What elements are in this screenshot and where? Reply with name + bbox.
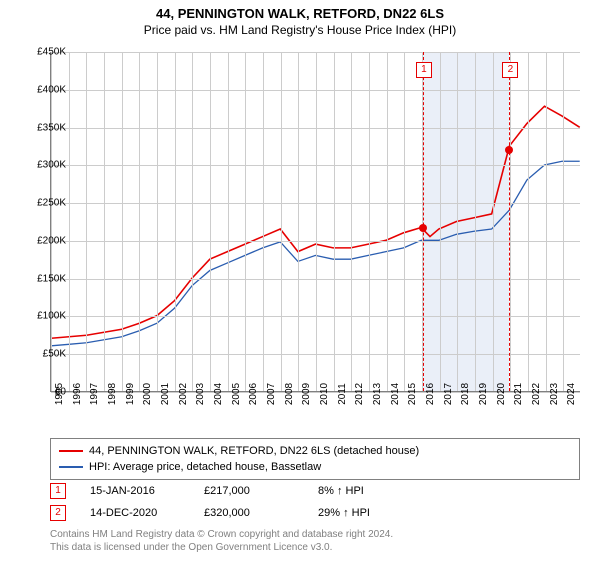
x-tick-label: 2005 <box>231 383 242 405</box>
event-price: £320,000 <box>204 507 294 519</box>
gridline-v <box>139 52 140 391</box>
y-tick-label: £150K <box>20 273 66 284</box>
gridline-v <box>245 52 246 391</box>
gridline-v <box>122 52 123 391</box>
x-tick-label: 2019 <box>478 383 489 405</box>
chart-subtitle: Price paid vs. HM Land Registry's House … <box>0 23 600 37</box>
gridline-v <box>263 52 264 391</box>
event-delta: 29% ↑ HPI <box>318 507 408 519</box>
event-dot <box>419 224 427 232</box>
marker-dash <box>509 52 510 391</box>
footer-line2: This data is licensed under the Open Gov… <box>50 541 580 554</box>
legend-label: 44, PENNINGTON WALK, RETFORD, DN22 6LS (… <box>89 445 419 457</box>
gridline-v <box>51 52 52 391</box>
event-row: 1 15-JAN-2016 £217,000 8% ↑ HPI <box>50 480 580 502</box>
gridline-v <box>228 52 229 391</box>
x-tick-label: 2014 <box>390 383 401 405</box>
x-tick-label: 2022 <box>531 383 542 405</box>
x-tick-label: 2021 <box>513 383 524 405</box>
gridline-v <box>104 52 105 391</box>
gridline-v <box>351 52 352 391</box>
y-tick-label: £450K <box>20 47 66 58</box>
y-tick-label: £200K <box>20 235 66 246</box>
footer: Contains HM Land Registry data © Crown c… <box>50 528 580 554</box>
legend-label: HPI: Average price, detached house, Bass… <box>89 461 321 473</box>
events-table: 1 15-JAN-2016 £217,000 8% ↑ HPI 2 14-DEC-2020… <box>50 480 580 524</box>
gridline-v <box>528 52 529 391</box>
chart-title: 44, PENNINGTON WALK, RETFORD, DN22 6LS <box>0 6 600 21</box>
gridline-v <box>334 52 335 391</box>
y-tick-label: £300K <box>20 160 66 171</box>
x-tick-label: 2011 <box>337 383 348 405</box>
x-tick-label: 2015 <box>407 383 418 405</box>
legend-item: 44, PENNINGTON WALK, RETFORD, DN22 6LS (… <box>59 443 571 459</box>
x-tick-label: 1998 <box>107 383 118 405</box>
x-tick-label: 2018 <box>460 383 471 405</box>
gridline-v <box>387 52 388 391</box>
x-tick-label: 2010 <box>319 383 330 405</box>
event-price: £217,000 <box>204 485 294 497</box>
x-tick-label: 1996 <box>72 383 83 405</box>
gridline-v <box>298 52 299 391</box>
footer-line1: Contains HM Land Registry data © Crown c… <box>50 528 580 541</box>
x-tick-label: 2023 <box>549 383 560 405</box>
x-tick-label: 1995 <box>54 383 65 405</box>
x-tick-label: 2000 <box>142 383 153 405</box>
x-tick-label: 1999 <box>125 383 136 405</box>
gridline-v <box>475 52 476 391</box>
x-tick-label: 2001 <box>160 383 171 405</box>
gridline-v <box>316 52 317 391</box>
legend-item: HPI: Average price, detached house, Bass… <box>59 459 571 475</box>
y-tick-label: £50K <box>20 349 66 360</box>
x-tick-label: 2009 <box>301 383 312 405</box>
event-delta: 8% ↑ HPI <box>318 485 408 497</box>
marker-box: 1 <box>416 62 432 78</box>
event-dot <box>505 146 513 154</box>
event-date: 15-JAN-2016 <box>90 485 180 497</box>
gridline-v <box>86 52 87 391</box>
x-tick-label: 2007 <box>266 383 277 405</box>
marker-dash <box>423 52 424 391</box>
x-tick-label: 2002 <box>178 383 189 405</box>
gridline-v <box>457 52 458 391</box>
x-tick-label: 2017 <box>443 383 454 405</box>
gridline-v <box>192 52 193 391</box>
gridline-v <box>404 52 405 391</box>
legend-swatch <box>59 450 83 452</box>
gridline-v <box>175 52 176 391</box>
event-row: 2 14-DEC-2020 £320,000 29% ↑ HPI <box>50 502 580 524</box>
plot-area: 12 <box>50 52 580 392</box>
gridline-v <box>157 52 158 391</box>
y-tick-label: £100K <box>20 311 66 322</box>
gridline-v <box>210 52 211 391</box>
x-tick-label: 2013 <box>372 383 383 405</box>
chart-container: 44, PENNINGTON WALK, RETFORD, DN22 6LS P… <box>0 6 600 566</box>
marker-box: 2 <box>502 62 518 78</box>
legend-swatch <box>59 466 83 468</box>
y-tick-label: £250K <box>20 198 66 209</box>
event-num-box: 2 <box>50 505 66 521</box>
legend: 44, PENNINGTON WALK, RETFORD, DN22 6LS (… <box>50 438 580 480</box>
x-tick-label: 2008 <box>284 383 295 405</box>
x-tick-label: 2006 <box>248 383 259 405</box>
x-tick-label: 2003 <box>195 383 206 405</box>
gridline-v <box>69 52 70 391</box>
x-tick-label: 2020 <box>496 383 507 405</box>
gridline-v <box>493 52 494 391</box>
gridline-v <box>546 52 547 391</box>
gridline-v <box>510 52 511 391</box>
x-tick-label: 2024 <box>566 383 577 405</box>
event-date: 14-DEC-2020 <box>90 507 180 519</box>
gridline-v <box>563 52 564 391</box>
x-tick-label: 2012 <box>354 383 365 405</box>
gridline-v <box>281 52 282 391</box>
gridline-v <box>440 52 441 391</box>
gridline-v <box>369 52 370 391</box>
x-tick-label: 2004 <box>213 383 224 405</box>
event-num-box: 1 <box>50 483 66 499</box>
x-tick-label: 1997 <box>89 383 100 405</box>
y-tick-label: £400K <box>20 84 66 95</box>
y-tick-label: £350K <box>20 122 66 133</box>
x-tick-label: 2016 <box>425 383 436 405</box>
